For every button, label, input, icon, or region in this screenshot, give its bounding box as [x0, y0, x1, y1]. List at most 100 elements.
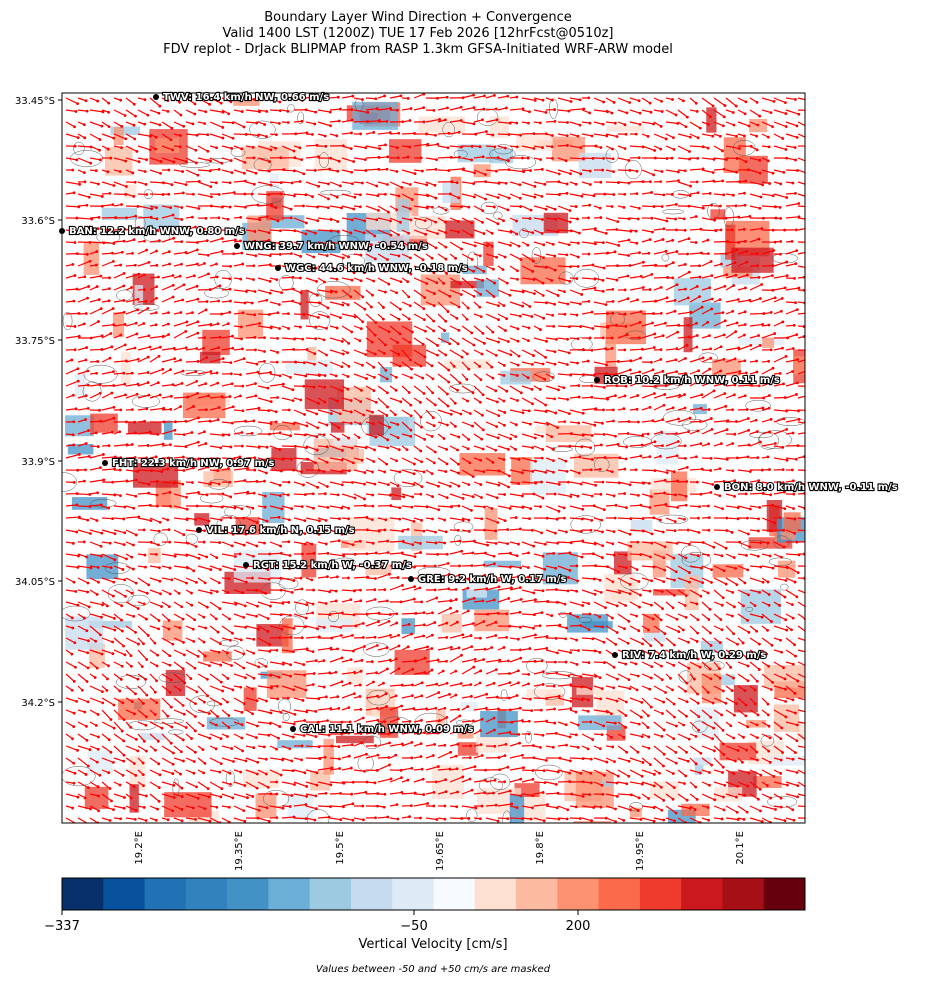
wind-arrow-head	[147, 492, 150, 495]
wind-arrow-head	[769, 493, 772, 496]
wind-arrow	[186, 110, 195, 114]
wind-arrow	[642, 192, 652, 194]
wind-arrow-head	[338, 160, 341, 163]
wind-arrow-head	[206, 300, 209, 303]
wind-arrow-head	[641, 434, 644, 437]
wind-arrow	[630, 518, 643, 519]
wind-arrow-head	[130, 286, 133, 289]
wind-arrow-head	[148, 483, 151, 486]
wind-arrow-head	[85, 359, 88, 362]
wind-arrow	[558, 134, 567, 136]
wind-arrow-head	[617, 244, 620, 247]
wind-arrow-head	[792, 347, 795, 350]
wind-arrow-head	[502, 219, 505, 222]
wind-arrow-head	[109, 332, 112, 335]
wind-arrow	[738, 122, 749, 126]
wind-arrow-head	[471, 425, 474, 428]
shade-patch	[530, 459, 566, 495]
wind-arrow-head	[675, 432, 678, 435]
shade-patch	[393, 345, 427, 367]
wind-arrow-head	[407, 97, 410, 100]
wind-arrow-head	[674, 299, 677, 302]
wind-arrow-head	[785, 428, 788, 431]
wind-arrow-head	[457, 529, 460, 532]
wind-arrow-head	[659, 358, 662, 361]
wind-arrow-head	[352, 160, 355, 163]
wind-arrow-head	[506, 282, 509, 285]
wind-arrow-head	[241, 445, 244, 448]
wind-arrow-head	[352, 461, 355, 464]
wind-arrow-head	[142, 322, 145, 325]
wind-arrow-head	[558, 483, 561, 486]
wind-arrow	[786, 98, 795, 99]
wind-arrow-head	[162, 443, 165, 446]
wind-arrow-head	[99, 383, 102, 386]
wind-arrow-head	[398, 518, 401, 521]
wind-arrow	[162, 275, 173, 278]
shade-patch	[774, 704, 799, 731]
wind-arrow-head	[265, 472, 268, 475]
wind-arrow-head	[339, 412, 342, 415]
wind-arrow	[558, 338, 568, 339]
wind-arrow-head	[313, 386, 316, 389]
wind-arrow-head	[614, 250, 617, 253]
wind-arrow-head	[684, 457, 687, 460]
wind-arrow	[666, 372, 677, 374]
terrain-contour	[128, 721, 156, 730]
terrain-contour	[549, 99, 557, 119]
wind-arrow-head	[292, 399, 295, 402]
shade-patch	[418, 117, 465, 133]
wind-arrow-head	[674, 494, 677, 497]
wind-arrow-head	[589, 183, 592, 186]
wind-arrow	[774, 146, 786, 149]
wind-arrow-head	[448, 132, 451, 135]
wind-arrow-head	[291, 300, 294, 303]
wind-arrow-head	[746, 274, 749, 277]
wind-arrow-head	[746, 261, 749, 264]
wind-arrow-head	[695, 102, 698, 105]
wind-arrow-head	[736, 322, 739, 325]
wind-arrow-head	[793, 324, 796, 327]
wind-arrow	[486, 386, 496, 391]
wind-arrow-head	[515, 233, 518, 236]
wind-arrow-head	[370, 306, 373, 309]
wind-arrow-head	[317, 185, 320, 188]
wind-arrow-head	[664, 479, 667, 482]
wind-arrow-head	[263, 360, 266, 363]
wind-arrow-head	[399, 332, 402, 335]
terrain-contour	[662, 254, 669, 261]
wind-arrow-head	[120, 125, 123, 128]
wind-arrow-head	[156, 505, 159, 508]
wind-arrow-head	[509, 294, 512, 297]
wind-arrow-head	[386, 438, 389, 441]
wind-arrow-head	[83, 136, 86, 139]
wind-arrow-head	[324, 135, 327, 138]
wind-arrow	[438, 494, 447, 498]
wind-arrow-head	[566, 338, 569, 341]
wind-arrow-head	[124, 160, 127, 163]
wind-arrow-head	[744, 180, 747, 183]
wind-arrow	[174, 322, 187, 326]
wind-arrow	[738, 300, 750, 302]
wind-arrow-head	[280, 507, 283, 510]
wind-arrow-head	[628, 101, 631, 104]
wind-arrow-head	[252, 420, 255, 423]
wind-arrow	[606, 278, 617, 280]
wind-arrow-head	[274, 147, 277, 150]
wind-arrow	[366, 314, 376, 323]
wind-arrow-head	[588, 111, 591, 114]
wind-arrow-head	[665, 138, 668, 141]
wind-arrow	[498, 206, 508, 210]
wind-arrow	[66, 182, 80, 184]
shade-patch	[277, 740, 312, 748]
wind-arrow-head	[528, 409, 531, 412]
wind-arrow	[606, 482, 619, 483]
wind-arrow	[678, 158, 690, 159]
wind-arrow	[66, 122, 75, 127]
wind-arrow	[750, 110, 760, 116]
wind-arrow-head	[615, 504, 618, 507]
wind-arrow-head	[206, 493, 209, 496]
wind-arrow-head	[402, 495, 405, 498]
wind-arrow-head	[279, 494, 282, 497]
wind-arrow-head	[492, 461, 495, 464]
